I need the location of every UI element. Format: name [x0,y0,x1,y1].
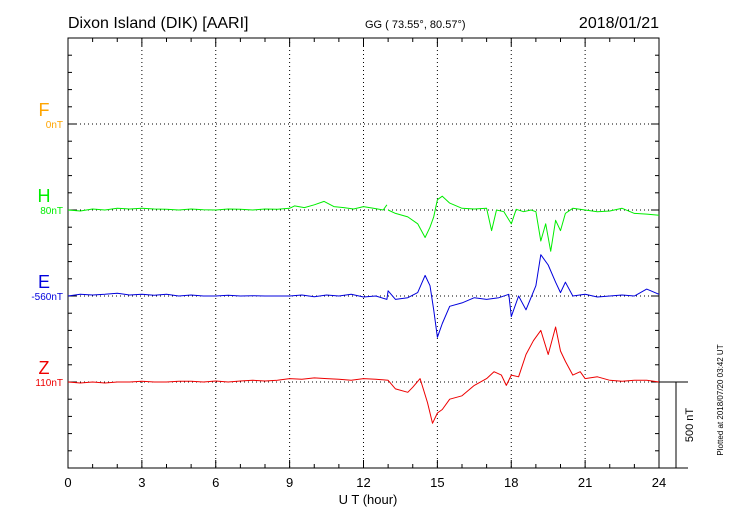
channel-label-E: E [38,272,50,292]
x-tick-label-24: 24 [652,475,666,490]
x-tick-label-21: 21 [578,475,592,490]
channel-label-H: H [38,186,51,206]
channel-baseline-E: -560nT [31,292,63,303]
plotted-timestamp: Plotted at 2018/07/20 03:42 UT [716,344,725,455]
channel-baseline-Z: 110nT [35,378,63,389]
x-tick-labels: 0 3 6 9 12 15 18 21 24 [64,475,666,490]
channel-baseline-F: 0nT [46,120,63,131]
channel-baseline-H: 80nT [40,206,63,217]
x-tick-label-18: 18 [504,475,518,490]
x-axis-label: U T (hour) [339,492,398,507]
x-tick-label-0: 0 [64,475,71,490]
x-tick-label-12: 12 [356,475,370,490]
date-label: 2018/01/21 [579,15,659,32]
series-E-line [67,254,660,338]
x-tick-label-15: 15 [430,475,444,490]
channel-label-F: F [39,100,50,120]
gridlines [68,38,659,468]
x-tick-label-3: 3 [138,475,145,490]
data-series [67,195,660,424]
x-tick-label-9: 9 [286,475,293,490]
series-Z-line [67,326,660,424]
axis-ticks [67,38,660,468]
scale-bar-label: 500 nT [684,408,696,443]
station-title: Dixon Island (DIK) [AARI] [68,15,249,32]
x-tick-label-6: 6 [212,475,219,490]
series-H-line [67,195,660,252]
scale-bar: 500 nT [659,381,696,469]
channel-label-Z: Z [39,358,50,378]
geographic-coordinates: GG ( 73.55°, 80.57°) [365,19,466,31]
